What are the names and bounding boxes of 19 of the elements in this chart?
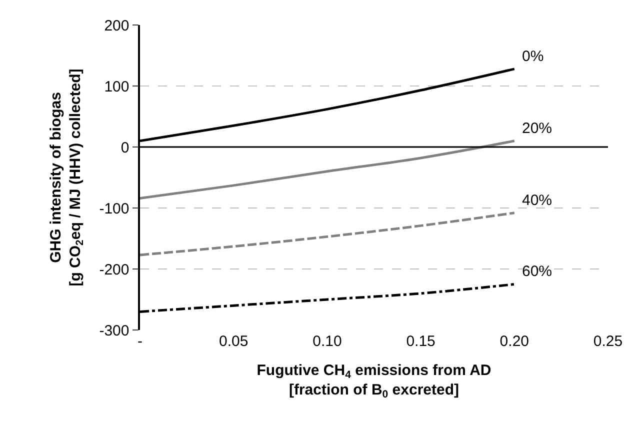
series-label: 40% — [522, 192, 552, 209]
line-series — [140, 212, 516, 256]
y-tick-label: -300 — [99, 322, 130, 340]
x-tick-label: 0.05 — [219, 333, 248, 350]
x-tick-label: 0.10 — [312, 333, 342, 350]
x-tick-label: 0.25 — [593, 333, 623, 350]
x-axis-title: Fugutive CH$_{4}$ emissions from AD [fraction of B$_{0}$ excreted] — [256, 362, 492, 401]
y-tick-label: 200 — [104, 17, 130, 34]
series-label: 60% — [522, 263, 552, 280]
line-series — [140, 140, 516, 200]
x-tick-label: 0.20 — [500, 333, 529, 350]
y-tick-label: -200 — [99, 261, 130, 278]
series-label: 20% — [522, 120, 552, 137]
y-tick-label: 100 — [104, 78, 130, 96]
x-tick-label: 0.15 — [406, 333, 436, 350]
y-tick-label: -100 — [99, 200, 130, 218]
x-tick-label: - — [138, 333, 142, 350]
series-label: 0% — [522, 48, 544, 65]
y-tick-label: 0 — [120, 139, 130, 156]
